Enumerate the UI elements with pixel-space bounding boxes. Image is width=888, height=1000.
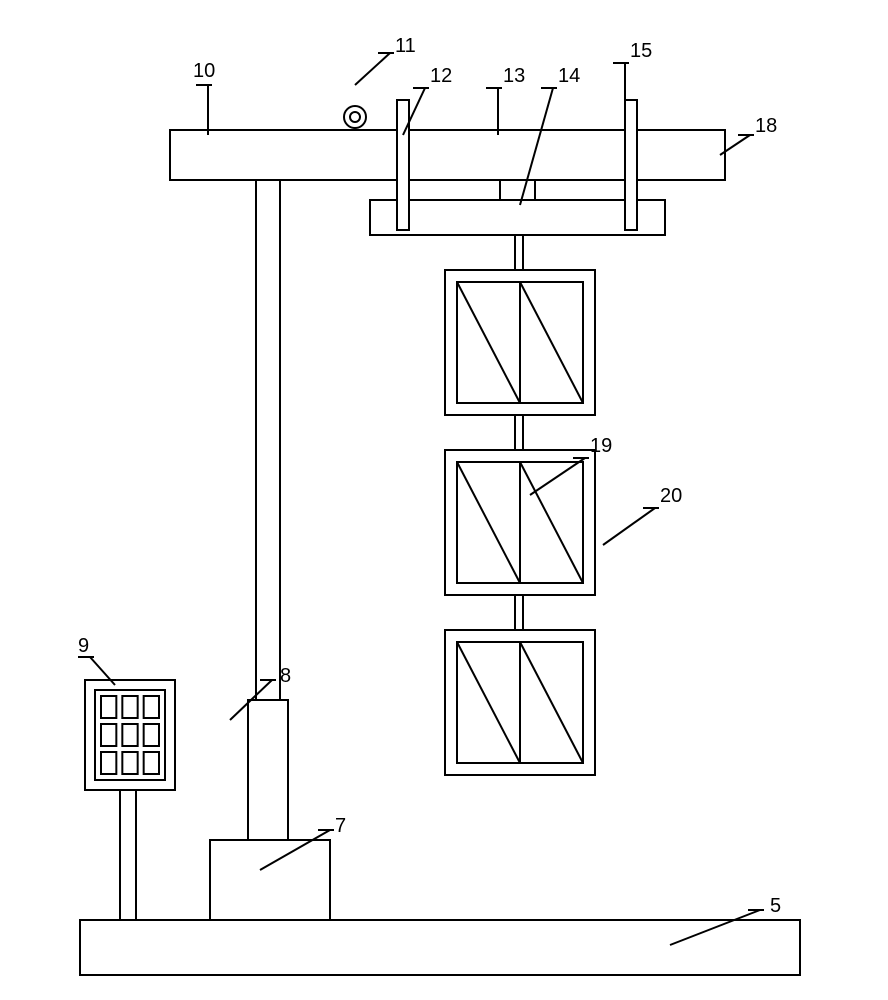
- panel-button-0-2: [144, 696, 159, 718]
- label-l20: 20: [660, 485, 682, 507]
- label-l18: 18: [755, 115, 777, 137]
- cross-beam: [170, 130, 725, 180]
- panel-button-2-0: [101, 752, 116, 774]
- label-l12: 12: [430, 65, 452, 87]
- label-l15: 15: [630, 40, 652, 62]
- panel-button-2-1: [122, 752, 137, 774]
- panel-button-1-0: [101, 724, 116, 746]
- guide-rod-left: [397, 100, 409, 230]
- impeller-box-1: [445, 450, 595, 595]
- beam-link: [500, 180, 535, 200]
- shaft-segment-0: [515, 235, 523, 270]
- base-block: [210, 840, 330, 920]
- label-l5: 5: [770, 895, 781, 917]
- lower-plate: [370, 200, 665, 235]
- panel-button-0-1: [122, 696, 137, 718]
- label-l13: 13: [503, 65, 525, 87]
- panel-button-2-2: [144, 752, 159, 774]
- label-l19: 19: [590, 435, 612, 457]
- shaft-segment-2: [515, 595, 523, 630]
- guide-rod-right: [625, 100, 637, 230]
- panel-button-1-1: [122, 724, 137, 746]
- hydraulic-sleeve: [248, 700, 288, 840]
- impeller-box-2: [445, 630, 595, 775]
- base-plate: [80, 920, 800, 975]
- label-l10: 10: [193, 60, 215, 82]
- impeller-box-0: [445, 270, 595, 415]
- technical-diagram: 5 7 8 9 10 11 12 13 14 15 18 19 20: [0, 0, 888, 1000]
- panel-button-0-0: [101, 696, 116, 718]
- pulley-inner: [350, 112, 360, 122]
- leader-l20: [603, 508, 655, 545]
- label-l14: 14: [558, 65, 580, 87]
- label-l11: 11: [395, 35, 416, 57]
- label-l9: 9: [78, 635, 89, 657]
- shaft-segment-1: [515, 415, 523, 450]
- panel-button-1-2: [144, 724, 159, 746]
- leader-l11: [355, 53, 390, 85]
- label-l8: 8: [280, 665, 291, 687]
- control-panel-post: [120, 790, 136, 920]
- label-l7: 7: [335, 815, 346, 837]
- hydraulic-rod: [256, 180, 280, 700]
